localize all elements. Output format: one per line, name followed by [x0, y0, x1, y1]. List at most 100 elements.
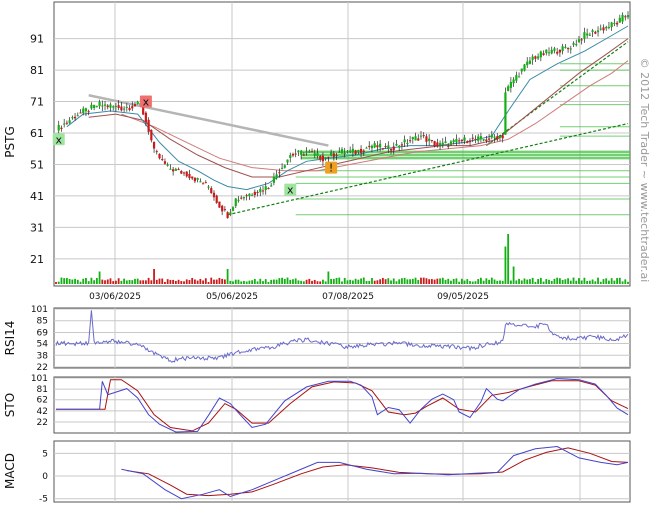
- volume-bar: [341, 281, 343, 284]
- volume-bar: [474, 281, 477, 284]
- sto-panel-frame: [53, 376, 631, 434]
- volume-bar: [588, 280, 591, 284]
- volume-bar: [401, 278, 403, 284]
- candle-body: [485, 139, 488, 141]
- candle-body: [136, 101, 139, 104]
- candle-body: [572, 43, 575, 45]
- candle-body: [384, 146, 387, 148]
- volume-bar: [273, 279, 275, 284]
- candle-body: [482, 139, 485, 141]
- candle-body: [251, 195, 254, 197]
- candle-body: [373, 143, 376, 148]
- volume-bar: [469, 281, 471, 284]
- volume-bar: [223, 279, 226, 284]
- candle-body: [256, 191, 259, 193]
- candle-body: [398, 145, 401, 148]
- candle-body: [180, 170, 183, 174]
- candle-body: [335, 155, 338, 157]
- volume-bar: [376, 280, 379, 284]
- volume-bar: [428, 279, 431, 284]
- candle-body: [310, 151, 314, 153]
- candle-body: [98, 101, 101, 107]
- volume-bar: [357, 279, 360, 284]
- candle-body: [150, 130, 153, 141]
- volume-bar: [324, 281, 327, 284]
- volume-bar: [373, 280, 376, 284]
- volume-bar: [147, 277, 150, 284]
- volume-bar: [580, 280, 583, 284]
- candle-body: [474, 139, 477, 141]
- volume-bar: [523, 278, 526, 284]
- volume-bar: [311, 280, 313, 284]
- candle-body: [515, 75, 518, 81]
- candle-body: [223, 209, 226, 211]
- volume-bar: [452, 278, 455, 284]
- candle-body: [504, 92, 507, 135]
- volume-bar: [210, 277, 213, 284]
- macd-label: MACD: [3, 453, 17, 489]
- volume-bar: [425, 278, 428, 284]
- candle-body: [234, 198, 237, 207]
- volume-bar: [542, 281, 545, 284]
- volume-bar: [553, 278, 556, 284]
- candle-body: [321, 155, 325, 162]
- volume-bar: [161, 278, 164, 284]
- volume-bar: [395, 281, 398, 284]
- candle-body: [471, 137, 474, 139]
- sto-label: STO: [3, 393, 17, 417]
- volume-bar: [545, 279, 548, 284]
- volume-bar: [101, 279, 104, 284]
- volume-bar: [520, 280, 523, 284]
- volume-bar: [384, 279, 387, 284]
- volume-bar: [534, 281, 537, 284]
- macd-y-tick-label: -5: [39, 495, 48, 505]
- candle-body: [580, 39, 583, 41]
- volume-bar: [417, 280, 420, 284]
- candle-body: [215, 195, 218, 203]
- candle-body: [103, 104, 107, 106]
- candle-body: [177, 169, 180, 171]
- candle-body: [144, 112, 147, 123]
- candle-body: [117, 105, 120, 108]
- candle-body: [403, 139, 406, 143]
- volume-bar: [575, 280, 578, 284]
- macd-panel-frame: [53, 440, 631, 503]
- candle-body: [602, 27, 605, 31]
- volume-bar: [368, 280, 371, 284]
- volume-bar: [621, 281, 624, 284]
- volume-bar: [275, 279, 278, 284]
- candle-body: [436, 142, 439, 146]
- macd-line: [121, 445, 629, 500]
- date-x-tick-label: 09/05/2025: [437, 292, 489, 302]
- volume-bar: [286, 277, 289, 284]
- candle-body: [275, 174, 278, 179]
- candle-body: [133, 104, 137, 107]
- volume-bar: [120, 280, 123, 284]
- signal-marker-label: x: [143, 96, 150, 109]
- volume-bar: [115, 280, 117, 284]
- candle-body: [493, 136, 496, 138]
- macd-signal-line: [126, 447, 629, 497]
- candle-body: [330, 152, 333, 156]
- volume-bar: [365, 280, 368, 284]
- sto-k-line: [56, 378, 629, 433]
- volume-bar: [85, 277, 87, 284]
- candle-body: [392, 146, 395, 151]
- volume-bar: [142, 280, 145, 284]
- volume-bar: [403, 277, 406, 284]
- candle-body: [395, 143, 398, 146]
- volume-bar: [518, 278, 520, 284]
- volume-bar: [616, 278, 619, 284]
- macd-lines: [121, 445, 629, 500]
- candle-body: [79, 112, 82, 114]
- volume-bar: [422, 277, 425, 284]
- candle-body: [458, 140, 461, 142]
- candle-body: [264, 186, 267, 191]
- candle-body: [93, 104, 96, 109]
- candle-body: [300, 150, 303, 155]
- volume-bar: [155, 279, 158, 284]
- candle-body: [607, 26, 611, 28]
- candle-body: [490, 134, 493, 138]
- candle-body: [324, 157, 327, 159]
- candle-body: [558, 49, 562, 53]
